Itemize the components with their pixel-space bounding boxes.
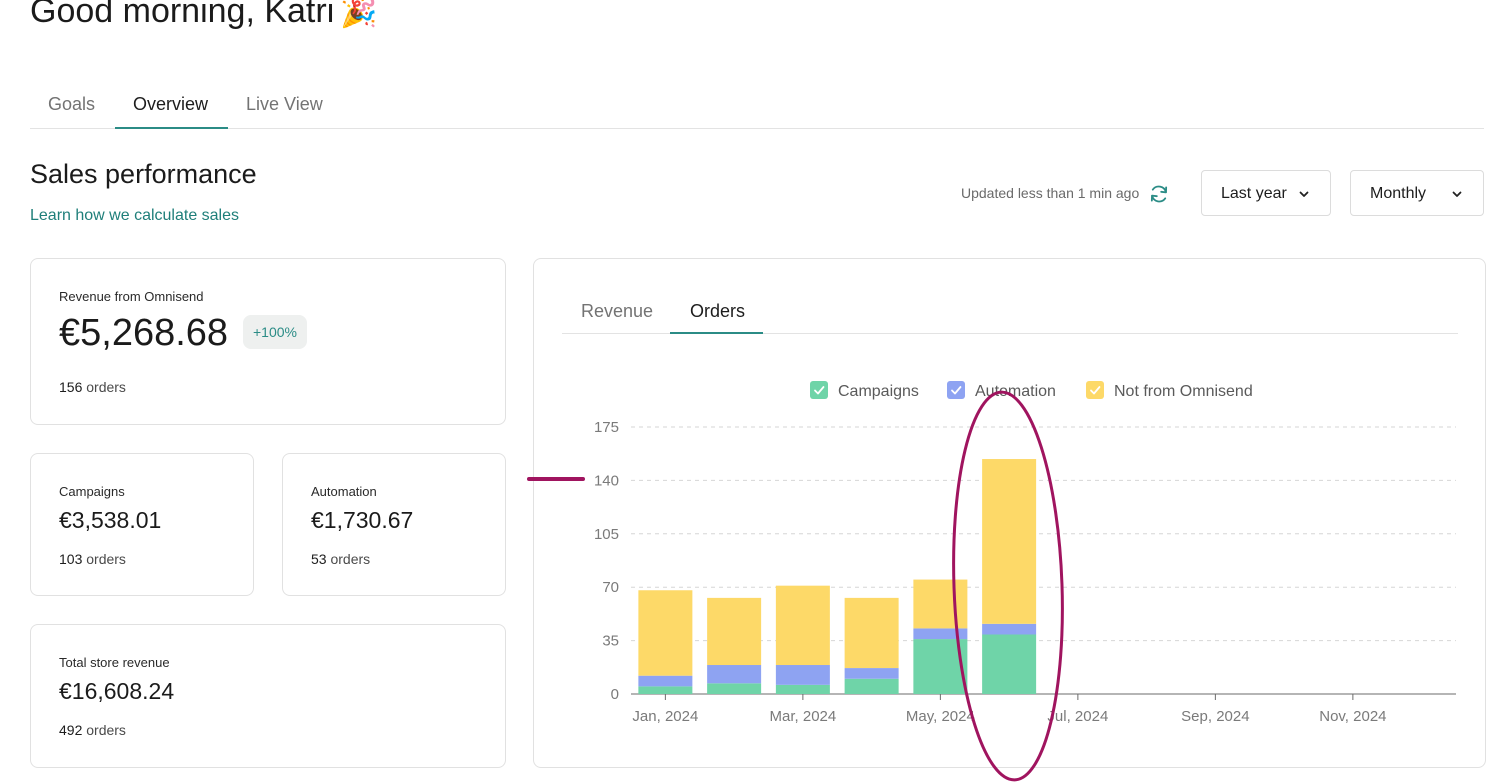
omnisend-revenue-card: Revenue from Omnisend €5,268.68 +100% 15… — [30, 258, 506, 425]
x-tick-label: Mar, 2024 — [770, 708, 837, 725]
total-revenue-value: €16,608.24 — [59, 678, 175, 704]
greeting-heading: Good morning, Katri 🎉 — [30, 0, 378, 31]
tab-overview[interactable]: Overview — [133, 94, 209, 114]
orders-count: 103 orders — [59, 551, 126, 567]
bar-segment-not-from-omnisend — [913, 579, 968, 629]
total-revenue-card: Total store revenue €16,608.24 492 order… — [30, 624, 506, 768]
growth-badge: +100% — [243, 315, 307, 349]
card-label: Revenue from Omnisend — [59, 289, 204, 304]
check-icon — [814, 386, 825, 395]
bar-segment-campaigns — [707, 683, 762, 694]
bar-segment-campaigns — [844, 678, 899, 694]
bar-segment-not-from-omnisend — [982, 459, 1037, 624]
orders-count: 156 orders — [59, 379, 126, 395]
legend-label: Not from Omnisend — [1114, 383, 1253, 400]
y-tick-label: 35 — [602, 633, 619, 650]
refresh-icon[interactable] — [1148, 183, 1170, 205]
y-tick-label: 0 — [611, 686, 619, 703]
main-tabs: Goals Overview Live View — [30, 80, 1484, 129]
bar-segment-not-from-omnisend — [844, 597, 899, 669]
campaigns-card: Campaigns €3,538.01 103 orders — [30, 453, 254, 596]
y-tick-label: 70 — [602, 579, 619, 596]
x-tick-label: Nov, 2024 — [1319, 708, 1386, 725]
x-tick-label: Jul, 2024 — [1047, 708, 1108, 725]
greeting-text: Good morning, Katri — [30, 0, 335, 30]
active-tab-indicator — [115, 127, 228, 129]
period-dropdown[interactable]: Last year — [1201, 170, 1331, 216]
party-popper-icon: 🎉 — [340, 0, 378, 29]
campaigns-revenue-value: €3,538.01 — [59, 507, 162, 533]
bar-segment-automation — [982, 623, 1037, 635]
bar-segment-automation — [775, 665, 830, 685]
card-label: Total store revenue — [59, 655, 170, 670]
granularity-dropdown-label: Monthly — [1370, 185, 1427, 202]
bar-segment-campaigns — [638, 686, 693, 694]
updated-status: Updated less than 1 min ago — [961, 185, 1140, 201]
chart-tabs: Revenue Orders — [562, 291, 1458, 334]
automation-revenue-value: €1,730.67 — [311, 507, 414, 533]
legend-checkbox[interactable] — [810, 381, 828, 399]
bar-segment-campaigns — [775, 684, 830, 694]
tab-goals[interactable]: Goals — [48, 94, 96, 114]
bar-segment-automation — [913, 628, 968, 640]
bar-segment-not-from-omnisend — [638, 590, 693, 676]
y-tick-label: 175 — [594, 419, 619, 436]
automation-card: Automation €1,730.67 53 orders — [282, 453, 506, 596]
bar-segment-campaigns — [982, 634, 1037, 694]
x-tick-label: Jan, 2024 — [632, 708, 698, 725]
legend-label: Automation — [975, 383, 1056, 400]
legend-label: Campaigns — [838, 383, 919, 400]
omnisend-revenue-value: €5,268.68 — [59, 312, 229, 354]
bar-segment-automation — [707, 665, 762, 684]
card-label: Automation — [311, 484, 377, 499]
annotation-line — [527, 477, 585, 481]
learn-how-we-calculate-link[interactable]: Learn how we calculate sales — [30, 207, 240, 224]
bar-segment-automation — [638, 675, 693, 687]
period-dropdown-label: Last year — [1221, 185, 1287, 202]
bar-segment-campaigns — [913, 639, 968, 694]
tab-revenue[interactable]: Revenue — [581, 301, 654, 321]
legend-checkbox[interactable] — [1086, 381, 1104, 399]
bar-segment-not-from-omnisend — [707, 597, 762, 666]
tab-orders[interactable]: Orders — [690, 301, 746, 321]
y-tick-label: 105 — [594, 526, 619, 543]
active-chart-tab-indicator — [670, 332, 763, 334]
bar-segment-automation — [844, 668, 899, 679]
x-tick-label: Sep, 2024 — [1181, 708, 1249, 725]
section-title: Sales performance — [30, 159, 257, 189]
tab-live-view[interactable]: Live View — [246, 94, 323, 114]
chevron-down-icon — [1452, 191, 1462, 197]
chevron-down-icon — [1299, 191, 1309, 197]
orders-count: 492 orders — [59, 722, 126, 738]
bar-segment-not-from-omnisend — [775, 585, 830, 666]
orders-count: 53 orders — [311, 551, 371, 567]
legend-checkbox[interactable] — [947, 381, 965, 399]
card-label: Campaigns — [59, 484, 125, 499]
check-icon — [1090, 386, 1101, 395]
x-tick-label: May, 2024 — [906, 708, 975, 725]
granularity-dropdown[interactable]: Monthly — [1350, 170, 1484, 216]
y-tick-label: 140 — [594, 472, 619, 489]
